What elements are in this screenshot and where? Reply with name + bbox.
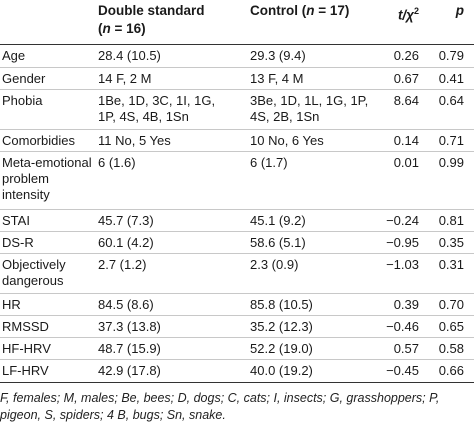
cell-p-value: 0.58 [438,341,464,356]
cell-variable: HF-HRV [2,341,51,356]
cell-control: 45.1 (9.2) [250,213,306,228]
header-p-value: p [455,3,464,18]
table-row: RMSSD 37.3 (13.8) 35.2 (12.3) −0.46 0.65 [0,316,474,338]
table-header: Double standard (n = 16) Control (n = 17… [0,0,474,45]
cell-p-value: 0.64 [438,93,464,108]
cell-p-value: 0.66 [438,363,464,378]
table-row: Comorbidies 11 No, 5 Yes 10 No, 6 Yes 0.… [0,130,474,152]
cell-double-standard: 6 (1.6) [98,155,136,170]
cell-control: 13 F, 4 M [250,71,304,86]
cell-p-value: 0.99 [438,155,464,170]
table-row: Objectively dangerous 2.7 (1.2) 2.3 (0.9… [0,254,474,294]
cell-p-value: 0.71 [438,133,464,148]
cell-variable: Objectively dangerous [2,257,66,288]
cell-statistic: 0.26 [393,48,419,63]
cell-variable: Comorbidies [2,133,75,148]
cell-control: 40.0 (19.2) [250,363,313,378]
cell-variable: Phobia [2,93,43,108]
cell-p-value: 0.65 [438,319,464,334]
cell-p-value: 0.70 [438,297,464,312]
cell-double-standard: 2.7 (1.2) [98,257,147,272]
table-row: STAI 45.7 (7.3) 45.1 (9.2) −0.24 0.81 [0,210,474,232]
cell-statistic: −0.95 [386,235,419,250]
cell-variable: Age [2,48,26,63]
cell-statistic: 0.57 [393,341,419,356]
cell-control: 52.2 (19.0) [250,341,313,356]
table-row: Meta-emotional problem intensity 6 (1.6)… [0,152,474,210]
cell-control: 58.6 (5.1) [250,235,306,250]
cell-control: 85.8 (10.5) [250,297,313,312]
cell-p-value: 0.31 [438,257,464,272]
header-control: Control (n = 17) [250,3,350,18]
table-row: HF-HRV 48.7 (15.9) 52.2 (19.0) 0.57 0.58 [0,338,474,360]
cell-variable: DS-R [2,235,34,250]
cell-variable: HR [2,297,21,312]
cell-variable: Gender [2,71,46,86]
cell-double-standard: 60.1 (4.2) [98,235,154,250]
cell-statistic: 0.39 [393,297,419,312]
cell-statistic: −0.24 [386,213,419,228]
cell-control: 35.2 (12.3) [250,319,313,334]
cell-p-value: 0.35 [438,235,464,250]
cell-statistic: −0.46 [386,319,419,334]
table-row: Age 28.4 (10.5) 29.3 (9.4) 0.26 0.79 [0,45,474,68]
cell-variable: RMSSD [2,319,49,334]
cell-double-standard: 37.3 (13.8) [98,319,161,334]
cell-statistic: 0.67 [393,71,419,86]
table-row: Phobia 1Be, 1D, 3C, 1I, 1G, 1P, 4S, 4B, … [0,90,474,130]
footnote-line: F, females; M, males; Be, bees; D, dogs;… [0,391,440,405]
cell-double-standard: 11 No, 5 Yes [98,133,171,148]
cell-statistic: 8.64 [393,93,419,108]
table-row: HR 84.5 (8.6) 85.8 (10.5) 0.39 0.70 [0,294,474,316]
header-statistic: t/χ2 [397,6,419,23]
cell-control: 29.3 (9.4) [250,48,306,63]
cell-control: 10 No, 6 Yes [250,133,324,148]
cell-control: 6 (1.7) [250,155,288,170]
cell-variable: STAI [2,213,30,228]
table-footnote: F, females; M, males; Be, bees; D, dogs;… [0,390,474,424]
table-row: DS-R 60.1 (4.2) 58.6 (5.1) −0.95 0.35 [0,232,474,254]
cell-control: 3Be, 1D, 1L, 1G, 1P, 4S, 2B, 1Sn [250,93,369,124]
footnote-line: pigeon, S, spiders; 4 B, bugs; Sn, snake… [0,408,226,422]
table-row: Gender 14 F, 2 M 13 F, 4 M 0.67 0.41 [0,68,474,90]
cell-variable: LF-HRV [2,363,49,378]
cell-p-value: 0.79 [438,48,464,63]
cell-variable: Meta-emotional problem intensity [2,155,92,202]
cell-double-standard: 48.7 (15.9) [98,341,161,356]
header-double-standard: Double standard (n = 16) [98,3,205,36]
cell-double-standard: 28.4 (10.5) [98,48,161,63]
cell-double-standard: 45.7 (7.3) [98,213,154,228]
cell-p-value: 0.81 [438,213,464,228]
cell-control: 2.3 (0.9) [250,257,299,272]
cell-double-standard: 42.9 (17.8) [98,363,161,378]
table-row: LF-HRV 42.9 (17.8) 40.0 (19.2) −0.45 0.6… [0,360,474,383]
cell-double-standard: 84.5 (8.6) [98,297,154,312]
cell-statistic: −0.45 [386,363,419,378]
cell-statistic: 0.01 [393,155,419,170]
cell-double-standard: 1Be, 1D, 3C, 1I, 1G, 1P, 4S, 4B, 1Sn [98,93,216,124]
cell-p-value: 0.41 [438,71,464,86]
cell-statistic: −1.03 [386,257,419,272]
cell-double-standard: 14 F, 2 M [98,71,152,86]
cell-statistic: 0.14 [393,133,419,148]
